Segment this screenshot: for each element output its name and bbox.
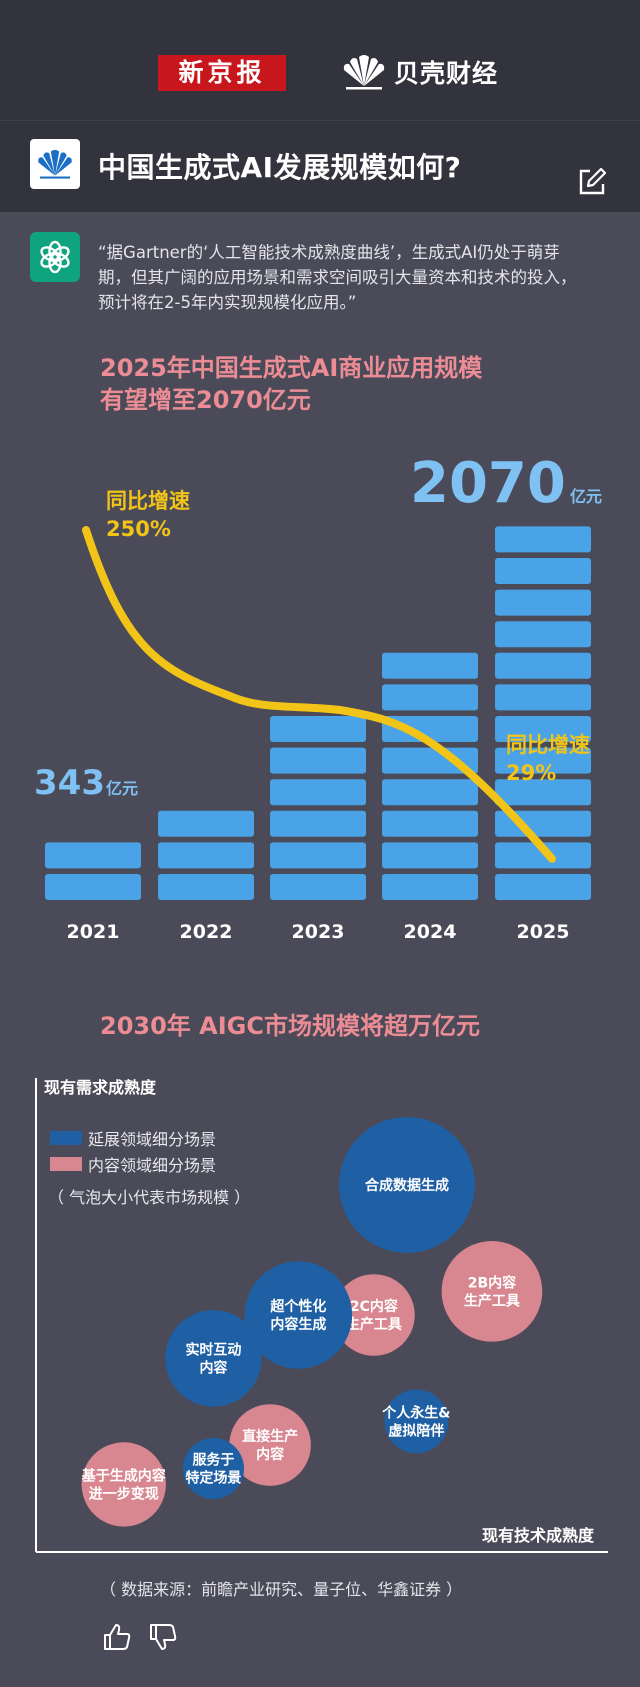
bubble-label-8: 基于生成内容进一步变现 <box>82 1467 166 1502</box>
bar-segment-2023 <box>270 779 366 806</box>
growth-end-value: 29% <box>506 761 556 785</box>
bubble-label-5: 个人永生&虚拟陪伴 <box>381 1404 450 1439</box>
value-unit-2025: 亿元 <box>570 487 602 506</box>
x-tick-2021: 2021 <box>67 921 120 943</box>
bar-segment-2025 <box>495 842 591 869</box>
bar-segment-2024 <box>382 747 478 774</box>
bar-segment-2024 <box>382 684 478 711</box>
bar-segment-2025 <box>495 589 591 616</box>
bar-segment-2024 <box>382 652 478 679</box>
bar-segment-2021 <box>45 874 141 900</box>
bar-segment-2023 <box>270 874 366 900</box>
bar-segment-2024 <box>382 810 478 837</box>
chatgpt-icon <box>30 232 80 282</box>
bar-segment-2023 <box>270 842 366 869</box>
shell-logo-icon <box>30 139 80 189</box>
brand-beike: 贝壳财经 <box>340 52 498 92</box>
growth-start-value: 250% <box>106 517 171 541</box>
bubble-5 <box>384 1389 449 1454</box>
x-tick-2022: 2022 <box>180 921 233 943</box>
growth-start-title: 同比增速 <box>106 489 190 513</box>
value-unit-2021: 亿元 <box>106 779 138 798</box>
growth-line <box>82 526 556 863</box>
legend-swatch-extension <box>50 1131 82 1145</box>
bar-segment-2025 <box>495 747 591 774</box>
shell-logo-icon <box>343 55 385 90</box>
bar-segment-2025 <box>495 779 591 806</box>
quote-text: “据Gartner的‘人工智能技术成熟度曲线’，生成式AI仍处于萌芽期，但其广阔… <box>98 243 577 312</box>
bar-segment-2024 <box>382 842 478 869</box>
page-title: 中国生成式AI发展规模如何? <box>98 151 462 184</box>
bubble-1 <box>441 1241 543 1342</box>
bar-segment-2025 <box>495 558 591 584</box>
header-area: 新京报 贝壳财经 中国生成式AI发展规模如何? <box>0 0 640 212</box>
brand-xinjingbao-logo: 新京报 <box>158 55 286 91</box>
y-axis-label: 现有需求成熟度 <box>44 1078 157 1097</box>
bubble-label-7: 服务于特定场景 <box>185 1452 241 1487</box>
bubble-label-6: 直接生产内容 <box>242 1428 298 1463</box>
bar-segment-2024 <box>382 779 478 806</box>
bubble-3 <box>244 1261 353 1369</box>
bubble-label-4: 实时互动内容 <box>185 1341 241 1376</box>
section2-title: 2030年 AIGC市场规模将超万亿元 <box>100 1012 480 1040</box>
value-label-2025: 2070 <box>410 451 566 516</box>
bar-segment-2024 <box>382 874 478 900</box>
bubble-size-note: （ 气泡大小代表市场规模 ） <box>48 1188 251 1207</box>
bar-segment-2021 <box>45 842 141 869</box>
brand-beike-name: 贝壳财经 <box>394 59 499 88</box>
x-tick-2023: 2023 <box>292 921 345 943</box>
bubble-label-0: 合成数据生成 <box>365 1177 449 1194</box>
bar-segment-2025 <box>495 716 591 742</box>
bubble-label-1: 2B内容生产工具 <box>464 1274 520 1309</box>
legend-item-content: 内容领域细分场景 <box>50 1152 216 1176</box>
header-divider <box>0 120 640 121</box>
bar-segment-2025 <box>495 652 591 679</box>
legend-label-extension: 延展领域细分场景 <box>88 1130 217 1149</box>
data-source: （ 数据来源：前瞻产业研究、量子位、华鑫证券 ） <box>100 1580 463 1599</box>
x-axis-label: 现有技术成熟度 <box>482 1526 595 1545</box>
bar-segment-2023 <box>270 747 366 774</box>
x-tick-2025: 2025 <box>517 921 570 943</box>
bar-segment-2025 <box>495 684 591 711</box>
bubble-label-2: 2C内容生产工具 <box>346 1298 402 1333</box>
bubble-6 <box>229 1404 311 1486</box>
bubble-label-3: 超个性化内容生成 <box>269 1298 326 1333</box>
thumbs-down-icon[interactable] <box>148 1622 178 1652</box>
bar-segment-2023 <box>270 810 366 837</box>
bubble-7 <box>182 1438 245 1500</box>
edit-icon[interactable] <box>576 166 608 198</box>
bar-segment-2022 <box>158 874 254 900</box>
growth-end-title: 同比增速 <box>506 733 590 757</box>
legend-swatch-content <box>50 1157 82 1171</box>
value-label-2021: 343 <box>34 763 105 803</box>
section1-title-line2: 有望增至2070亿元 <box>100 386 311 414</box>
bar-segment-2022 <box>158 842 254 869</box>
x-tick-2024: 2024 <box>404 921 457 943</box>
legend-item-extension: 延展领域细分场景 <box>50 1126 216 1150</box>
thumbs-up-icon[interactable] <box>102 1622 132 1652</box>
bar-segment-2025 <box>495 621 591 648</box>
legend-label-content: 内容领域细分场景 <box>88 1156 217 1175</box>
bar-segment-2025 <box>495 874 591 900</box>
bubble-8 <box>81 1442 166 1527</box>
section1-title-line1: 2025年中国生成式AI商业应用规模 <box>100 354 483 382</box>
bubble-0 <box>338 1116 475 1253</box>
bubble-2 <box>333 1274 415 1356</box>
bar-segment-2024 <box>382 716 478 742</box>
bubble-chart: 合成数据生成 2B内容生产工具 2C内容生产工具超个性化内容生成实时互动内容个人永生… <box>35 1078 608 1553</box>
bar-segment-2025 <box>495 526 591 553</box>
bar-segment-2023 <box>270 716 366 742</box>
bar-segment-2022 <box>158 810 254 837</box>
bubble-4 <box>165 1310 262 1407</box>
